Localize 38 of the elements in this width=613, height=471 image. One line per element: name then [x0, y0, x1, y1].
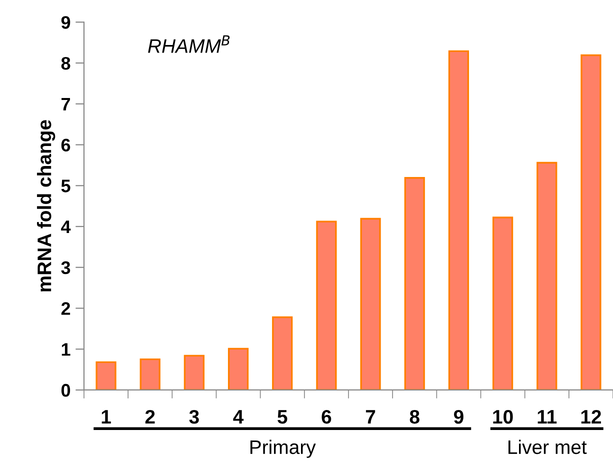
y-tick-label: 0 — [61, 384, 70, 397]
y-axis-title: mRNA fold change — [36, 120, 56, 292]
y-tick-label: 8 — [61, 56, 70, 70]
bar — [404, 177, 425, 390]
bar — [448, 50, 470, 390]
bar — [492, 216, 514, 390]
x-tick-label: 4 — [233, 410, 244, 424]
x-tick-label: 3 — [189, 410, 199, 424]
bar — [316, 220, 337, 390]
bar — [360, 218, 381, 390]
x-tick-label: 2 — [145, 410, 155, 424]
x-tick-label: 9 — [454, 410, 464, 424]
x-tick-label: 7 — [366, 410, 376, 424]
y-tick-label: 3 — [61, 261, 70, 274]
bar — [580, 54, 602, 390]
y-tick-label: 5 — [61, 180, 70, 192]
text: RHAMM$^{B}$ — [148, 35, 230, 53]
x-tick-label: 11 — [538, 410, 557, 424]
x-tick-label: 10 — [493, 410, 513, 424]
bar — [536, 162, 558, 390]
y-tick-label: 2 — [61, 302, 70, 315]
x-tick-label: 1 — [102, 410, 111, 424]
bar — [140, 358, 160, 390]
bar — [228, 348, 249, 390]
y-tick-label: 4 — [61, 220, 71, 234]
y-tick-label: 6 — [61, 138, 70, 152]
x-tick-label: 12 — [581, 410, 601, 424]
y-tick-label: 7 — [62, 98, 70, 110]
text: Liver met — [508, 440, 587, 454]
bar — [96, 361, 116, 390]
text: Primary — [250, 440, 316, 458]
y-tick-label: 9 — [61, 16, 70, 29]
x-tick-label: 8 — [410, 410, 420, 424]
x-tick-label: 5 — [278, 410, 288, 424]
bar — [184, 354, 205, 390]
bar — [272, 316, 293, 390]
y-tick-label: 1 — [62, 343, 70, 356]
x-tick-label: 6 — [322, 410, 332, 424]
